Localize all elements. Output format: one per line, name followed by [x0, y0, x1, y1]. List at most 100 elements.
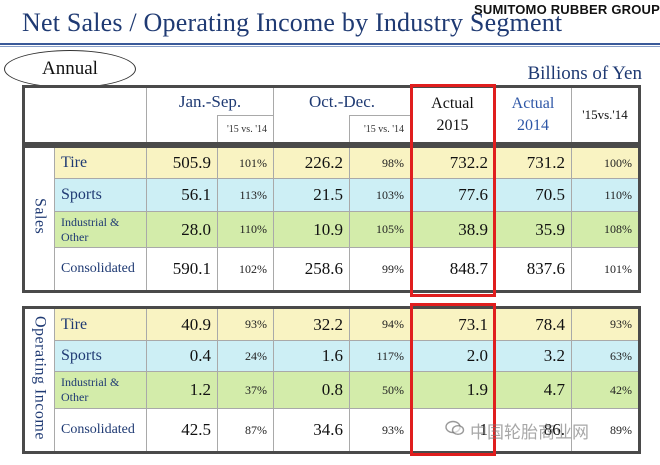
cell-jan-sep: 56.1 — [146, 178, 218, 212]
cell-jan-sep: 590.1 — [146, 247, 218, 292]
col-header-oct-dec-blank — [273, 115, 350, 144]
cell-oct-dec: 258.6 — [273, 247, 350, 292]
cell-jan-sep-pct: 93% — [217, 307, 274, 341]
table-row: Sports 0.4 24% 1.6 117% 2.0 3.2 63% — [24, 340, 640, 372]
watermark-text: 中国轮胎商业网 — [448, 418, 589, 443]
cell-jan-sep-pct: 24% — [217, 340, 274, 372]
table-row: Operating Income Tire 40.9 93% 32.2 94% … — [23, 307, 640, 453]
cell-jan-sep: 28.0 — [146, 211, 218, 248]
actual-2015-highlight-income — [410, 303, 496, 456]
cell-jan-sep-pct: 110% — [217, 211, 274, 248]
cell-oct-dec: 10.9 — [273, 211, 350, 248]
col-header-actual-2015-line1: Actual — [431, 95, 474, 112]
col-header-actual-2014-line2: 2014 — [517, 117, 549, 134]
table-row: Sales Tire 505.9 101% 226.2 98% 732.2 73… — [23, 146, 640, 292]
cell-actual-2014: 3.2 — [494, 340, 572, 372]
cell-jan-sep-pct: 37% — [217, 371, 274, 409]
cell-jan-sep-pct: 102% — [217, 247, 274, 292]
cell-jan-sep-pct: 101% — [217, 146, 274, 179]
watermark-label: 中国轮胎商业网 — [470, 423, 589, 443]
cell-actual-2015: 38.9 — [410, 211, 495, 248]
cell-jan-sep: 1.2 — [146, 371, 218, 409]
col-header-oct-dec: Oct.-Dec. — [273, 86, 411, 116]
col-header-actual-2014: Actual 2014 — [494, 86, 572, 144]
table-row: Consolidated 590.1 102% 258.6 99% 848.7 … — [24, 247, 640, 292]
cell-oct-dec-pct: 105% — [349, 211, 411, 248]
cell-yoy: 89% — [571, 408, 640, 453]
cell-yoy: 101% — [571, 247, 640, 292]
cell-actual-2014: 731.2 — [494, 146, 572, 179]
annual-badge: Annual — [4, 50, 136, 88]
cell-yoy: 63% — [571, 340, 640, 372]
cell-actual-2014: 78.4 — [494, 307, 572, 341]
cell-oct-dec: 0.8 — [273, 371, 350, 409]
wechat-icon — [445, 420, 465, 436]
col-header-actual-2015: Actual 2015 — [410, 86, 495, 144]
cell-oct-dec: 34.6 — [273, 408, 350, 453]
cell-oct-dec-pct: 103% — [349, 178, 411, 212]
operating-income-label: Operating Income — [31, 315, 49, 440]
table-row: Industrial & Other 28.0 110% 10.9 105% 3… — [24, 211, 640, 248]
title-divider-thin — [0, 46, 660, 47]
operating-income-section-label: Operating Income — [23, 307, 55, 453]
operating-income-table: Operating Income Tire 40.9 93% 32.2 94% … — [22, 306, 641, 454]
cell-actual-2014: 35.9 — [494, 211, 572, 248]
cell-yoy: 42% — [571, 371, 640, 409]
cell-oct-dec-pct: 50% — [349, 371, 411, 409]
actual-2015-highlight-sales — [410, 84, 496, 297]
cell-actual-2014: 837.6 — [494, 247, 572, 292]
row-label: Industrial & Other — [54, 371, 147, 409]
column-header-table: Jan.-Sep. Oct.-Dec. Actual 2015 Actual 2… — [22, 85, 641, 145]
cell-jan-sep: 0.4 — [146, 340, 218, 372]
header-corner — [23, 86, 147, 144]
cell-oct-dec: 1.6 — [273, 340, 350, 372]
cell-actual-2015: 732.2 — [410, 146, 495, 179]
title-bar: Net Sales / Operating Income by Industry… — [0, 0, 660, 47]
unit-label: Billions of Yen — [527, 63, 642, 84]
row-label: Tire — [54, 307, 147, 341]
cell-oct-dec-pct: 93% — [349, 408, 411, 453]
col-header-yoy: '15vs.'14 — [571, 86, 640, 144]
col-header-actual-2014-line1: Actual — [511, 95, 555, 112]
cell-oct-dec-pct: 117% — [349, 340, 411, 372]
cell-jan-sep-pct: 113% — [217, 178, 274, 212]
col-header-actual-2015-line2: 2015 — [436, 117, 469, 134]
cell-actual-2015: 73.1 — [410, 307, 495, 341]
col-header-oct-dec-yoy: '15 vs. '14 — [349, 115, 411, 144]
row-label: Consolidated — [54, 408, 147, 453]
cell-actual-2014: 4.7 — [494, 371, 572, 409]
cell-actual-2014: 86. — [494, 408, 572, 453]
table-row: Industrial & Other 1.2 37% 0.8 50% 1.9 4… — [24, 371, 640, 409]
cell-yoy: 110% — [571, 178, 640, 212]
cell-oct-dec: 21.5 — [273, 178, 350, 212]
cell-jan-sep: 40.9 — [146, 307, 218, 341]
cell-yoy: 108% — [571, 211, 640, 248]
row-label: Sports — [54, 340, 147, 372]
row-label: Consolidated — [54, 247, 147, 292]
cell-jan-sep-pct: 87% — [217, 408, 274, 453]
sales-section-label: Sales — [23, 146, 55, 292]
cell-actual-2014: 70.5 — [494, 178, 572, 212]
cell-yoy: 100% — [571, 146, 640, 179]
cell-oct-dec: 32.2 — [273, 307, 350, 341]
col-header-jan-sep-blank — [146, 115, 218, 144]
cell-oct-dec-pct: 99% — [349, 247, 411, 292]
cell-actual-2015: 848.7 — [410, 247, 495, 292]
page-title: Net Sales / Operating Income by Industry… — [22, 8, 563, 37]
brand-logo: SUMITOMO RUBBER GROUP — [474, 2, 660, 17]
cell-actual-2015: 77.6 — [410, 178, 495, 212]
sales-label: Sales — [31, 198, 49, 235]
title-divider — [0, 43, 660, 45]
table-row: Consolidated 42.5 87% 34.6 93% 1 86. 89% — [24, 408, 640, 453]
col-header-jan-sep-yoy: '15 vs. '14 — [217, 115, 274, 144]
table-row: Sports 56.1 113% 21.5 103% 77.6 70.5 110… — [24, 178, 640, 212]
cell-jan-sep: 505.9 — [146, 146, 218, 179]
cell-yoy: 93% — [571, 307, 640, 341]
cell-jan-sep: 42.5 — [146, 408, 218, 453]
sales-table: Sales Tire 505.9 101% 226.2 98% 732.2 73… — [22, 145, 641, 293]
cell-oct-dec-pct: 94% — [349, 307, 411, 341]
row-label: Sports — [54, 178, 147, 212]
row-label: Industrial & Other — [54, 211, 147, 248]
cell-oct-dec-pct: 98% — [349, 146, 411, 179]
row-label: Tire — [54, 146, 147, 179]
